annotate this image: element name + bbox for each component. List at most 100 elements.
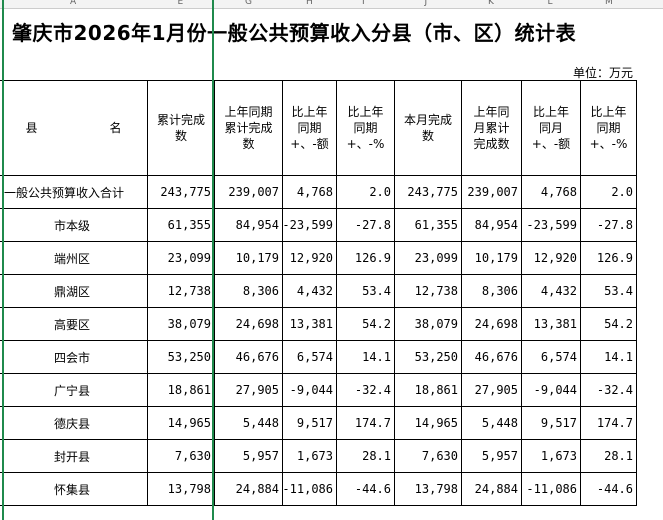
cell-value: -23,599 [282,209,337,242]
cell-value: 18,861 [148,374,215,407]
cell-value: -27.8 [337,209,395,242]
cell-value: 24,698 [462,308,522,341]
cell-value: 174.7 [581,407,637,440]
cell-value: 5,957 [462,440,522,473]
cell-value: 1,673 [522,440,581,473]
row-name: 怀集县 [0,473,148,506]
cell-value: 18,861 [395,374,462,407]
cell-value: 4,768 [283,176,337,209]
column-letter: H [306,0,313,7]
row-name: 市本级 [0,209,148,242]
cell-value: 7,630 [395,440,462,473]
cell-value: 13,798 [148,473,215,506]
cell-value: 126.9 [337,242,395,275]
cell-value: -27.8 [581,209,637,242]
cell-value: 6,574 [522,341,581,374]
cell-value: 24,884 [215,473,283,506]
cell-value: 10,179 [215,242,283,275]
cell-value: 84,954 [462,209,522,242]
column-letter: G [245,0,252,7]
cell-value: 24,884 [462,473,522,506]
column-header: 比上年同期+、-额 [283,80,337,176]
cell-value: -11,086 [282,473,337,506]
cell-value: -9,044 [283,374,337,407]
cell-value: 61,355 [395,209,462,242]
cell-value: 12,738 [148,275,215,308]
cell-value: 14.1 [581,341,637,374]
cell-value: 9,517 [522,407,581,440]
cell-value: 38,079 [148,308,215,341]
column-letter: I [362,0,365,7]
row-name: 四会市 [0,341,148,374]
header-top-border [0,80,637,81]
cell-value: 53.4 [337,275,395,308]
cell-value: 7,630 [148,440,215,473]
freeze-line [2,0,4,520]
cell-value: 23,099 [148,242,215,275]
cell-value: 4,432 [522,275,581,308]
cell-value: 14,965 [148,407,215,440]
row-name: 德庆县 [0,407,148,440]
cell-value: 174.7 [337,407,395,440]
row-name: 鼎湖区 [0,275,148,308]
column-header: 本月完成数 [395,80,462,176]
cell-value: -9,044 [522,374,581,407]
cell-value: 23,099 [395,242,462,275]
column-letter: A [70,0,77,7]
cell-value: 38,079 [395,308,462,341]
row-name: 广宁县 [0,374,148,407]
cell-value: 2.0 [337,176,395,209]
cell-value: 53,250 [395,341,462,374]
row-name: 端州区 [0,242,148,275]
cell-value: 1,673 [283,440,337,473]
cell-value: 61,355 [148,209,215,242]
cell-value: 4,432 [283,275,337,308]
title: 肇庆市2026年1月份一般公共预算收入分县（市、区）统计表 [12,20,577,45]
cell-value: 28.1 [581,440,637,473]
cell-value: 12,920 [522,242,581,275]
cell-value: 54.2 [581,308,637,341]
cell-value: 53.4 [581,275,637,308]
cell-value: -32.4 [337,374,395,407]
cell-value: -32.4 [581,374,637,407]
column-letter: M [605,0,613,7]
cell-value: 24,698 [215,308,283,341]
cell-value: -44.6 [581,473,637,506]
cell-value: 5,448 [462,407,522,440]
cell-value: 239,007 [215,176,283,209]
cell-value: 243,775 [395,176,462,209]
cell-value: 8,306 [462,275,522,308]
cell-value: 5,957 [215,440,283,473]
cell-value: 13,381 [522,308,581,341]
row-name: 一般公共预算收入合计 [0,176,148,209]
column-letter: L [547,0,553,7]
cell-value: 14,965 [395,407,462,440]
cell-value: 6,574 [283,341,337,374]
cell-value: -11,086 [522,473,581,506]
cell-value: 126.9 [581,242,637,275]
column-header: 上年同月累计完成数 [462,80,522,176]
cell-value: 28.1 [337,440,395,473]
column-header: 比上年同期+、-% [581,80,637,176]
cell-value: 9,517 [283,407,337,440]
cell-value: 13,798 [395,473,462,506]
cell-value: 8,306 [215,275,283,308]
cell-value: 243,775 [148,176,215,209]
cell-value: 10,179 [462,242,522,275]
cell-value: 5,448 [215,407,283,440]
column-header: 累计完成数 [148,80,215,176]
cell-value: 53,250 [148,341,215,374]
cell-value: 2.0 [581,176,637,209]
cell-value: 4,768 [522,176,581,209]
cell-value: 46,676 [462,341,522,374]
column-header: 比上年同月+、-额 [522,80,581,176]
cell-value: 13,381 [283,308,337,341]
freeze-line [212,0,214,520]
cell-value: 14.1 [337,341,395,374]
cell-value: 84,954 [215,209,283,242]
column-header: 上年同期累计完成数 [215,80,283,176]
column-letter: E [177,0,184,7]
row-name: 高要区 [0,308,148,341]
cell-value: 12,920 [283,242,337,275]
